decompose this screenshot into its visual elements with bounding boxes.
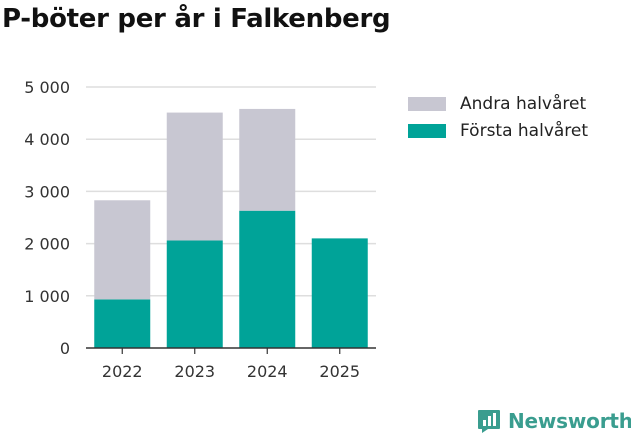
legend-label-andra: Andra halvåret [460,93,587,114]
legend: Andra halvåret Första halvåret [408,90,588,144]
y-tick-label: 2 000 [24,235,70,254]
bar-segment [94,299,151,348]
bar-segment [239,210,296,348]
legend-label-forsta: Första halvåret [460,120,589,141]
legend-item-forsta: Första halvåret [408,117,588,144]
legend-swatch-andra [408,96,446,111]
bars [94,108,368,348]
y-tick-label: 1 000 [24,287,70,306]
brand-label: Newsworthy [508,409,631,433]
x-tick-label: 2024 [247,362,288,381]
x-tick-label: 2025 [319,362,360,381]
y-tick-label: 5 000 [24,78,70,97]
y-tick-label: 4 000 [24,130,70,149]
legend-item-andra: Andra halvåret [408,90,588,117]
bar-segment [166,112,223,241]
y-tick-label: 0 [60,339,70,358]
brand: Newsworthy [476,408,631,434]
bar-segment [239,108,296,211]
x-tick-label: 2022 [102,362,143,381]
bar-segment [311,238,368,348]
legend-swatch-forsta [408,123,446,138]
axes: 0 1 000 2 000 3 000 4 000 5 000 2022 2023 2024 20… [24,78,376,381]
x-tick-label: 2023 [174,362,215,381]
bar-segment [166,240,223,348]
y-tick-label: 3 000 [24,182,70,201]
newsworthy-logo-icon [478,410,500,433]
bar-segment [94,200,151,300]
chart-title: P-böter per år i Falkenberg [2,4,391,34]
